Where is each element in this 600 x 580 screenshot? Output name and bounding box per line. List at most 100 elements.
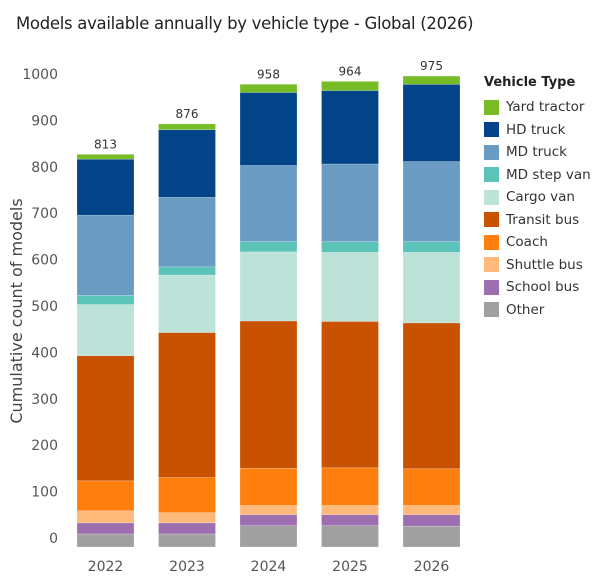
total-label: 958 — [257, 67, 280, 81]
total-label: 964 — [339, 64, 362, 78]
legend-swatch — [484, 279, 499, 295]
legend-label: Cargo van — [506, 189, 575, 206]
legend-label: Yard tractor — [506, 99, 585, 116]
legend-swatch — [484, 302, 499, 318]
bar-segment-school-bus[interactable] — [402, 514, 461, 527]
bar-segment-hd-truck[interactable] — [402, 83, 461, 162]
y-tick-label: 0 — [49, 531, 58, 547]
data-labels: 813 876 958 964 975 — [94, 59, 443, 151]
bars — [76, 75, 461, 548]
bar-segment-cargo-van[interactable] — [76, 304, 135, 357]
bar-segment-school-bus[interactable] — [239, 514, 298, 527]
bar-segment-yard-tractor[interactable] — [402, 75, 461, 85]
legend-label: Shuttle bus — [506, 256, 583, 273]
bar-segment-hd-truck[interactable] — [321, 90, 379, 165]
bar-segment-coach[interactable] — [158, 477, 216, 514]
bar-segment-other[interactable] — [158, 533, 216, 548]
bar-segment-md-step-van[interactable] — [402, 241, 461, 253]
bar-stack-2026 — [402, 75, 461, 548]
bar-segment-school-bus[interactable] — [321, 514, 379, 527]
y-tick-label: 100 — [31, 485, 58, 501]
bar-segment-yard-tractor[interactable] — [321, 81, 379, 91]
x-tick-label: 2024 — [251, 559, 287, 575]
y-tick-label: 1000 — [22, 67, 58, 83]
bar-segment-hd-truck[interactable] — [158, 129, 216, 198]
bar-segment-shuttle-bus[interactable] — [76, 510, 135, 524]
bar-segment-md-step-van[interactable] — [76, 295, 135, 305]
bar-segment-md-truck[interactable] — [239, 165, 298, 243]
bar-segment-cargo-van[interactable] — [402, 252, 461, 324]
legend-label: Transit bus — [506, 211, 580, 228]
legend-label: HD truck — [506, 121, 566, 138]
legend-title: Vehicle Type — [484, 75, 576, 90]
bar-segment-other[interactable] — [76, 533, 135, 548]
bar-segment-transit-bus[interactable] — [239, 320, 298, 469]
x-tick-label: 2023 — [169, 559, 205, 575]
legend-item-cargo-van[interactable]: Cargo van — [484, 186, 591, 209]
bar-segment-other[interactable] — [239, 525, 298, 548]
bar-segment-hd-truck[interactable] — [239, 92, 298, 166]
x-tick-label: 2026 — [414, 559, 450, 575]
legend-swatch — [484, 257, 499, 273]
y-tick-label: 300 — [31, 392, 58, 408]
bar-segment-other[interactable] — [321, 525, 379, 548]
y-axis: 0 100 200 300 400 500 600 700 800 900 1000 — [22, 67, 58, 547]
bar-segment-shuttle-bus[interactable] — [239, 505, 298, 515]
legend-item-md-truck[interactable]: MD truck — [484, 141, 591, 164]
legend-item-md-step-van[interactable]: MD step van — [484, 164, 591, 187]
bar-segment-transit-bus[interactable] — [402, 322, 461, 470]
legend-items: Yard tractor HD truck MD truck MD step van C… — [484, 96, 591, 321]
bar-stack-2022 — [76, 154, 135, 548]
bar-segment-yard-tractor[interactable] — [239, 83, 298, 93]
bar-segment-md-step-van[interactable] — [158, 266, 216, 276]
legend-label: MD truck — [506, 144, 567, 161]
legend-item-school-bus[interactable]: School bus — [484, 276, 591, 299]
legend-swatch — [484, 144, 499, 160]
bar-segment-cargo-van[interactable] — [321, 252, 379, 322]
legend-item-hd-truck[interactable]: HD truck — [484, 119, 591, 142]
bar-segment-transit-bus[interactable] — [158, 332, 216, 478]
y-tick-label: 500 — [31, 299, 58, 315]
total-label: 876 — [176, 107, 199, 121]
bar-stack-2024 — [239, 83, 298, 548]
legend-item-other[interactable]: Other — [484, 299, 591, 322]
y-tick-label: 400 — [31, 345, 58, 361]
bar-segment-shuttle-bus[interactable] — [321, 505, 379, 515]
bar-segment-md-truck[interactable] — [321, 163, 379, 243]
bar-segment-other[interactable] — [402, 525, 461, 548]
bar-segment-transit-bus[interactable] — [321, 321, 379, 469]
bar-segment-shuttle-bus[interactable] — [402, 505, 461, 515]
x-axis: 2022 2023 2024 2025 2026 — [88, 559, 450, 575]
bar-segment-md-step-van[interactable] — [321, 241, 379, 253]
bar-segment-coach[interactable] — [402, 468, 461, 506]
bar-segment-md-step-van[interactable] — [239, 241, 298, 253]
legend-swatch — [484, 167, 499, 183]
bar-segment-yard-tractor[interactable] — [158, 123, 216, 130]
legend: Vehicle Type Yard tractor HD truck MD truc… — [484, 75, 591, 321]
legend-item-transit-bus[interactable]: Transit bus — [484, 209, 591, 232]
y-tick-label: 600 — [31, 253, 58, 269]
legend-item-coach[interactable]: Coach — [484, 231, 591, 254]
legend-swatch — [484, 122, 499, 138]
bar-segment-coach[interactable] — [239, 467, 298, 506]
bar-segment-cargo-van[interactable] — [239, 251, 298, 322]
bar-segment-yard-tractor[interactable] — [76, 154, 135, 160]
bar-segment-shuttle-bus[interactable] — [158, 512, 216, 524]
bar-segment-coach[interactable] — [76, 480, 135, 512]
x-tick-label: 2025 — [332, 559, 368, 575]
legend-item-yard-tractor[interactable]: Yard tractor — [484, 96, 591, 119]
bar-segment-md-truck[interactable] — [158, 197, 216, 268]
bar-segment-school-bus[interactable] — [76, 522, 135, 535]
bar-stack-2025 — [321, 81, 379, 548]
bar-segment-school-bus[interactable] — [158, 522, 216, 535]
x-tick-label: 2022 — [88, 559, 124, 575]
bar-segment-hd-truck[interactable] — [76, 158, 135, 216]
bar-segment-coach[interactable] — [321, 467, 379, 506]
legend-swatch — [484, 212, 499, 228]
legend-item-shuttle-bus[interactable]: Shuttle bus — [484, 254, 591, 277]
bar-segment-transit-bus[interactable] — [76, 355, 135, 482]
bar-segment-md-truck[interactable] — [402, 161, 461, 243]
bar-segment-md-truck[interactable] — [76, 214, 135, 296]
bar-segment-cargo-van[interactable] — [158, 274, 216, 333]
